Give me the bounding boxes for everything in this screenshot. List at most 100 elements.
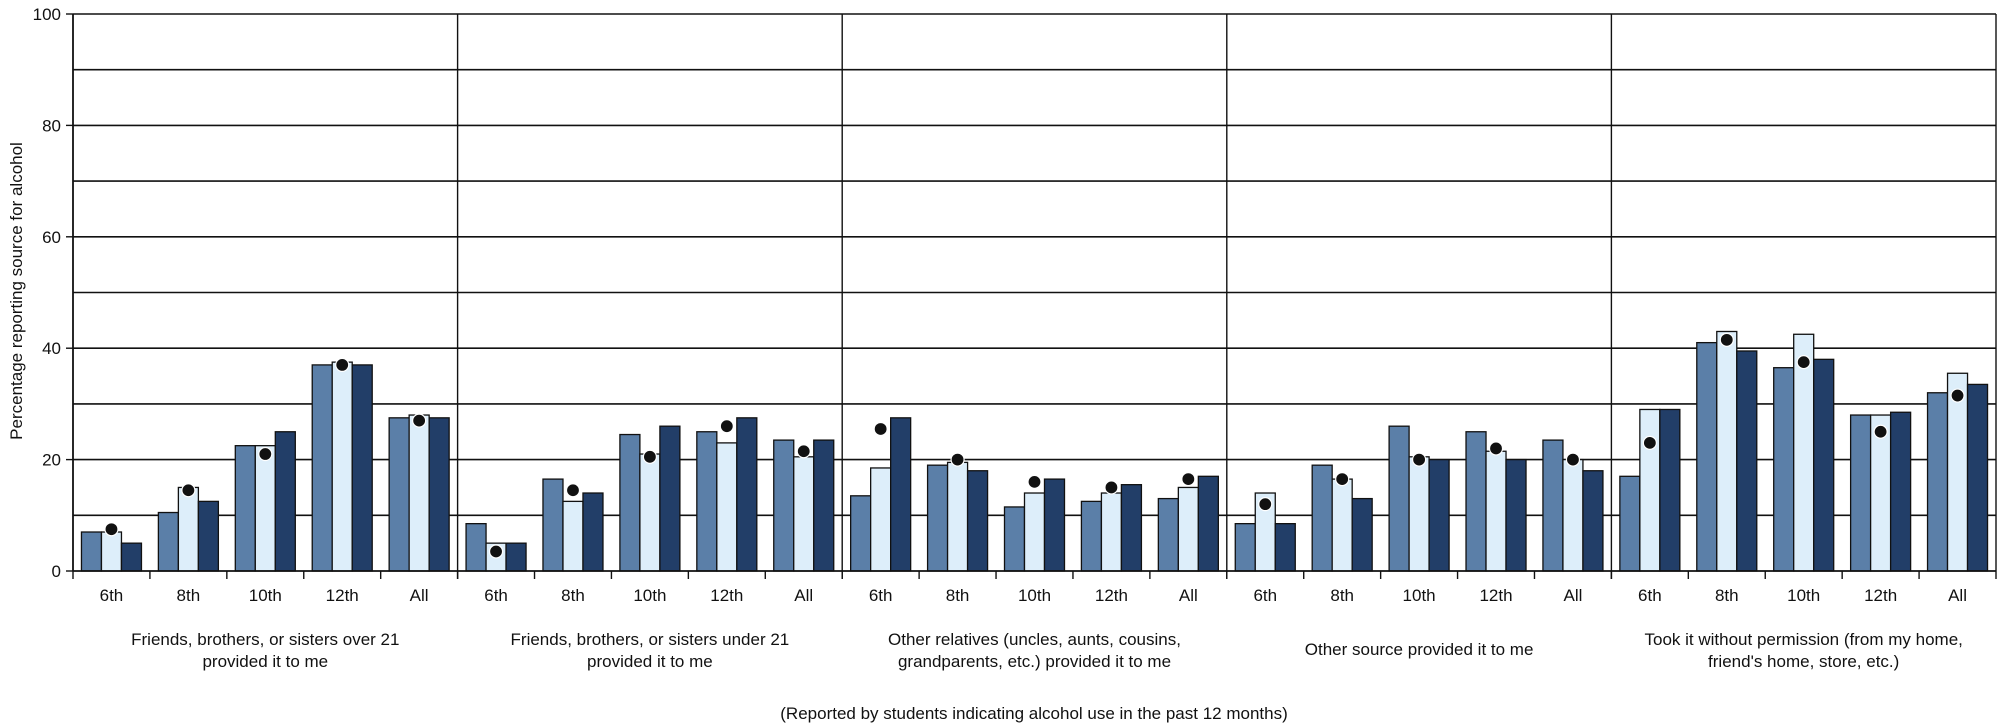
data-point	[412, 413, 427, 428]
grid-layer	[73, 13, 1997, 571]
x-tick-label: 8th	[1715, 586, 1739, 605]
data-point	[104, 522, 119, 537]
bar	[1849, 414, 1872, 572]
data-point	[1565, 452, 1581, 467]
bar	[1428, 458, 1450, 572]
bar	[1659, 408, 1681, 572]
labels-layer: 6th 8th 10th 12th All Friends, brothers, or s…	[33, 5, 1967, 671]
x-tick-label: 10th	[1787, 586, 1820, 605]
bar	[1080, 500, 1103, 572]
bar	[1465, 431, 1487, 572]
x-tick-label: 12th	[1864, 586, 1897, 605]
bar	[274, 431, 296, 572]
bar	[716, 442, 738, 572]
bar	[311, 364, 333, 572]
x-tick-label: 12th	[710, 586, 743, 605]
bar	[542, 478, 564, 572]
bar	[120, 542, 143, 572]
bar	[696, 431, 718, 572]
data-point	[873, 421, 888, 437]
bar	[1582, 470, 1604, 572]
bar	[659, 425, 681, 572]
bars-layer	[80, 330, 1989, 572]
bar	[850, 495, 872, 572]
bar	[793, 456, 815, 572]
x-tick-label: 10th	[633, 586, 666, 605]
data-point	[1258, 497, 1273, 512]
data-point	[181, 483, 196, 498]
bar	[1889, 411, 1912, 572]
y-tick-label: 0	[52, 562, 61, 581]
bar	[1023, 492, 1046, 572]
bar	[1331, 478, 1353, 572]
bar	[1716, 330, 1738, 572]
x-tick-label: 6th	[484, 586, 508, 605]
bar	[1966, 383, 1989, 572]
x-tick-label: 10th	[1018, 586, 1051, 605]
bar	[100, 531, 123, 572]
bar	[465, 523, 487, 572]
group-label: Other source provided it to me	[1305, 640, 1534, 659]
axis-layer	[66, 13, 1997, 579]
bar	[388, 417, 410, 572]
bar	[1736, 350, 1758, 572]
bar	[80, 531, 103, 572]
x-tick-label: 6th	[1253, 586, 1277, 605]
data-point	[1719, 332, 1734, 347]
data-point	[1950, 388, 1965, 403]
bar	[1408, 456, 1430, 572]
bar	[1234, 523, 1256, 572]
bar	[1773, 367, 1795, 572]
x-tick-label: All	[1563, 586, 1582, 605]
bar	[1562, 458, 1584, 572]
data-point	[258, 446, 273, 462]
bar	[197, 500, 220, 572]
bar	[234, 445, 256, 572]
data-point	[796, 444, 811, 459]
bar	[1485, 450, 1507, 572]
x-tick-label: 8th	[561, 586, 585, 605]
x-tick-label: All	[1948, 586, 1967, 605]
bar	[1157, 497, 1179, 572]
x-tick-label: 8th	[1330, 586, 1354, 605]
bar	[582, 492, 604, 572]
bar	[1542, 439, 1564, 572]
bar	[966, 470, 989, 572]
data-point	[1335, 471, 1350, 487]
group-label: provided it to me	[202, 652, 328, 671]
bar	[1388, 425, 1410, 572]
y-tick-label: 80	[42, 116, 61, 135]
x-tick-label: 10th	[1403, 586, 1436, 605]
bar	[619, 433, 641, 572]
bar	[1639, 408, 1661, 572]
bar	[408, 414, 430, 572]
bar	[736, 417, 758, 572]
bar	[1311, 464, 1333, 572]
group-label: Took it without permission (from my home…	[1645, 630, 1963, 649]
x-tick-label: 6th	[869, 586, 893, 605]
data-point	[719, 419, 734, 434]
data-point	[642, 449, 658, 464]
y-tick-label: 40	[42, 339, 61, 358]
y-tick-label: 20	[42, 451, 61, 470]
bar	[1120, 484, 1143, 572]
y-tick-label: 60	[42, 228, 61, 247]
bar	[1926, 392, 1949, 572]
data-point	[335, 357, 350, 373]
x-tick-label: 6th	[100, 586, 124, 605]
bar	[428, 417, 450, 572]
data-point	[1181, 471, 1196, 487]
bar	[177, 486, 200, 572]
x-tick-label: 8th	[946, 586, 970, 605]
bar	[1100, 492, 1123, 572]
bar	[926, 464, 949, 572]
data-point	[1104, 480, 1119, 495]
x-tick-label: All	[1179, 586, 1198, 605]
data-point	[565, 483, 581, 498]
bar	[1793, 333, 1815, 572]
x-tick-label: 8th	[177, 586, 201, 605]
bar	[1813, 358, 1835, 572]
bar	[1946, 372, 1969, 572]
y-tick-label: 100	[33, 5, 61, 24]
